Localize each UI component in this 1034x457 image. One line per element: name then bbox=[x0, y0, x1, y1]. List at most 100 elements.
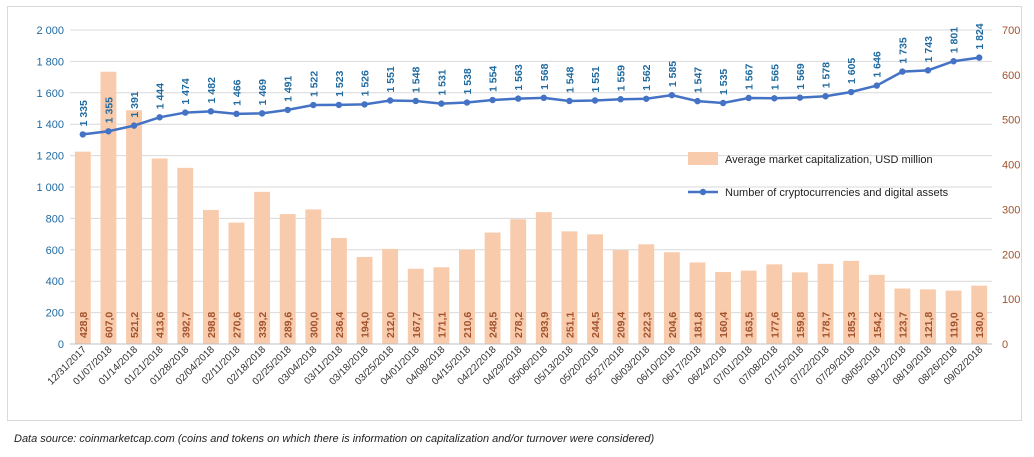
bar bbox=[151, 158, 168, 344]
line-data-label: 1 562 bbox=[641, 64, 653, 90]
line-point bbox=[873, 82, 880, 89]
bar bbox=[177, 167, 194, 344]
x-axis: 12/31/201701/07/201801/14/201801/21/2018… bbox=[46, 343, 992, 388]
right-axis-tick-label: 500 bbox=[1002, 115, 1020, 127]
bar-data-label: 289,6 bbox=[283, 312, 295, 338]
bar-data-label: 244,5 bbox=[590, 312, 602, 338]
bar bbox=[510, 219, 527, 344]
bar-data-label: 248,5 bbox=[488, 312, 500, 338]
bar-data-label: 154,2 bbox=[872, 312, 884, 338]
line-data-label: 1 548 bbox=[411, 67, 423, 93]
line-data-label: 1 335 bbox=[78, 100, 90, 126]
line-data-label: 1 559 bbox=[616, 65, 628, 91]
line-point bbox=[899, 68, 906, 75]
bar-data-label: 160,4 bbox=[718, 312, 730, 338]
bar-data-label: 204,6 bbox=[667, 312, 679, 338]
bar bbox=[228, 222, 245, 344]
bar-data-label: 222,3 bbox=[641, 312, 653, 338]
line-series bbox=[79, 54, 983, 138]
bar bbox=[356, 256, 373, 344]
bar-data-label: 181,8 bbox=[692, 312, 704, 338]
bar-data-label: 521,2 bbox=[129, 312, 141, 338]
bar bbox=[382, 248, 399, 344]
line-point bbox=[847, 88, 855, 96]
bar bbox=[638, 244, 655, 344]
right-axis-tick-label: 0 bbox=[1002, 339, 1008, 351]
line-point bbox=[438, 100, 445, 107]
line-point bbox=[822, 93, 829, 100]
line-point bbox=[310, 101, 317, 109]
line-point bbox=[771, 95, 778, 102]
line-data-label: 1 646 bbox=[872, 51, 884, 77]
left-axis-tick-label: 200 bbox=[46, 308, 64, 320]
line-data-label: 1 735 bbox=[897, 37, 909, 63]
bar-data-label: 210,6 bbox=[462, 312, 474, 338]
line-data-labels: 1 335 1 355 1 391 1 444 1 474 1 482 1 466 1 469… bbox=[78, 23, 986, 126]
bar-data-label: 298,8 bbox=[206, 312, 218, 338]
legend-bar-swatch bbox=[688, 152, 718, 165]
line-point bbox=[258, 110, 266, 117]
line-point bbox=[668, 91, 676, 99]
legend-line-marker bbox=[699, 188, 707, 196]
bar-data-label: 270,6 bbox=[231, 312, 243, 338]
line-path bbox=[82, 56, 980, 136]
bar bbox=[612, 250, 629, 344]
line-point bbox=[514, 95, 522, 102]
bar-data-label: 171,1 bbox=[436, 312, 448, 338]
chart-frame bbox=[7, 6, 1022, 421]
bar-data-label: 130,0 bbox=[974, 312, 986, 338]
bar-data-label: 121,8 bbox=[923, 312, 935, 338]
line-data-label: 1 474 bbox=[180, 78, 192, 104]
left-axis-tick-label: 2 000 bbox=[36, 25, 64, 37]
bar-data-label: 251,1 bbox=[564, 312, 576, 338]
bar bbox=[126, 110, 142, 344]
legend-line-label: Number of cryptocurrencies and digital a… bbox=[725, 187, 949, 199]
line-data-label: 1 551 bbox=[590, 66, 602, 92]
bar bbox=[817, 263, 834, 344]
line-point bbox=[745, 94, 752, 102]
bar bbox=[305, 209, 322, 344]
line-point bbox=[975, 54, 983, 61]
line-data-label: 1 551 bbox=[385, 66, 397, 92]
bar bbox=[766, 264, 783, 344]
line-point bbox=[386, 97, 394, 104]
line-point bbox=[950, 58, 957, 65]
line-data-label: 1 482 bbox=[206, 77, 218, 103]
left-axis-tick-label: 800 bbox=[46, 213, 64, 225]
line-data-label: 1 743 bbox=[923, 36, 935, 62]
line-point bbox=[284, 106, 291, 114]
line-data-label: 1 523 bbox=[334, 70, 346, 96]
line-data-label: 1 547 bbox=[692, 67, 704, 93]
line-data-label: 1 466 bbox=[231, 79, 243, 105]
line-data-label: 1 567 bbox=[744, 64, 756, 90]
line-point bbox=[643, 95, 650, 102]
bar-data-label: 177,6 bbox=[769, 312, 781, 338]
bar-data-label: 428,8 bbox=[78, 312, 90, 338]
line-data-label: 1 605 bbox=[846, 58, 858, 84]
line-point bbox=[79, 131, 87, 138]
left-axis-tick-label: 1 000 bbox=[36, 182, 64, 194]
bar-data-label: 178,7 bbox=[821, 312, 833, 338]
bar-data-label: 300,0 bbox=[308, 312, 320, 338]
bar bbox=[920, 289, 936, 344]
bar bbox=[715, 272, 732, 344]
bar-data-label: 293,9 bbox=[539, 312, 551, 338]
right-axis-tick-label: 300 bbox=[1002, 204, 1020, 216]
bar bbox=[202, 209, 219, 344]
line-data-label: 1 526 bbox=[360, 70, 372, 96]
legend-bar-label: Average market capitalization, USD milli… bbox=[725, 154, 933, 166]
right-axis-tick-label: 200 bbox=[1002, 249, 1020, 261]
right-axis-tick-label: 700 bbox=[1002, 25, 1020, 37]
left-axis-tick-label: 1 600 bbox=[36, 88, 64, 100]
line-data-label: 1 535 bbox=[718, 69, 730, 95]
line-point bbox=[412, 97, 419, 105]
line-point bbox=[566, 97, 573, 105]
bar bbox=[663, 252, 680, 344]
right-axis-tick-label: 100 bbox=[1002, 294, 1020, 306]
line-data-label: 1 531 bbox=[436, 69, 448, 95]
line-data-label: 1 538 bbox=[462, 68, 474, 94]
bar bbox=[868, 274, 885, 344]
line-data-label: 1 554 bbox=[488, 66, 500, 92]
bar bbox=[791, 272, 808, 344]
line-data-label: 1 824 bbox=[974, 23, 986, 49]
